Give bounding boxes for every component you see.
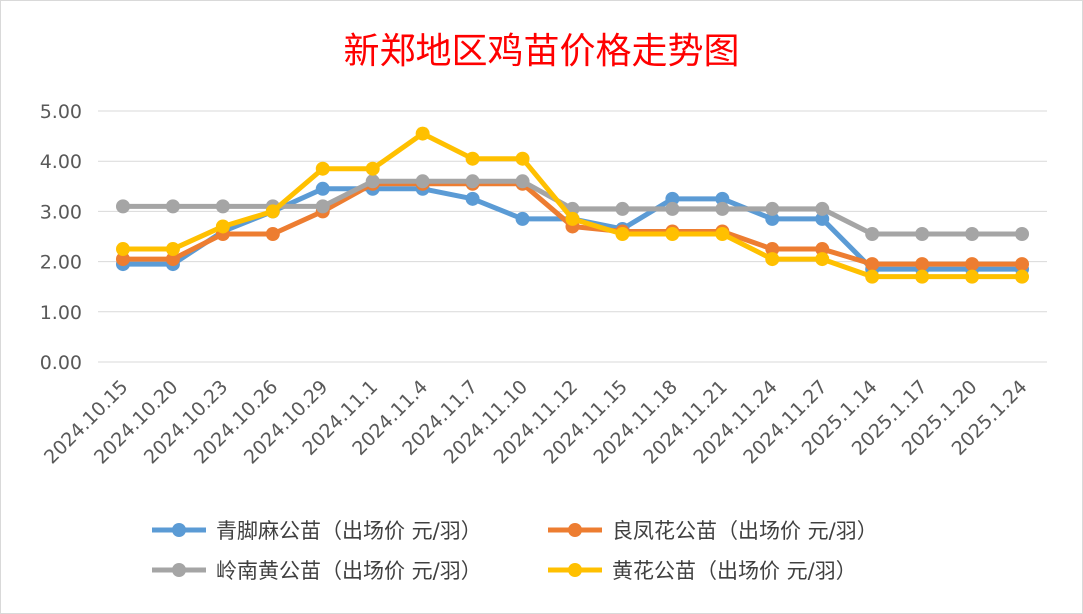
gridlines (98, 110, 1047, 363)
data-point (915, 257, 930, 272)
data-point (715, 226, 730, 241)
legend-swatch-marker (568, 563, 582, 577)
y-tick-label: 2.00 (40, 252, 82, 274)
data-point (665, 226, 680, 241)
legend-swatch-marker (568, 523, 582, 537)
data-point (115, 199, 130, 214)
data-point (215, 219, 230, 234)
data-point (815, 201, 830, 216)
data-point (865, 257, 880, 272)
data-point (515, 211, 530, 226)
data-point (515, 151, 530, 166)
data-point (715, 201, 730, 216)
data-point (765, 211, 780, 226)
y-axis-labels: 0.00 1.00 2.00 3.00 4.00 5.00 (40, 101, 82, 374)
data-point (765, 201, 780, 216)
y-tick-label: 1.00 (40, 302, 82, 324)
data-point (565, 211, 580, 226)
data-point (615, 201, 630, 216)
y-tick-label: 0.00 (40, 352, 82, 374)
data-point (465, 191, 480, 206)
data-point (765, 242, 780, 257)
data-point (815, 252, 830, 267)
data-point (915, 226, 930, 241)
x-axis-labels: 2024.10.152024.10.202024.10.232024.10.26… (40, 376, 1032, 468)
data-point (115, 252, 130, 267)
data-point (165, 242, 180, 257)
data-point (965, 226, 980, 241)
data-point (715, 191, 730, 206)
data-point (965, 257, 980, 272)
legend-swatch-marker (172, 563, 186, 577)
data-point (665, 191, 680, 206)
legend-label: 青脚麻公苗（出场价 元/羽） (216, 519, 482, 543)
data-point (965, 269, 980, 284)
data-point (415, 174, 430, 189)
data-point (265, 226, 280, 241)
data-point (1015, 257, 1030, 272)
data-point (415, 126, 430, 141)
y-tick-label: 3.00 (40, 201, 82, 223)
data-point (165, 252, 180, 267)
series-3 (115, 174, 1030, 241)
data-point (915, 269, 930, 284)
legend-swatch-marker (172, 523, 186, 537)
data-point (365, 161, 380, 176)
y-tick-label: 5.00 (40, 101, 82, 123)
data-point (265, 204, 280, 219)
y-tick-label: 4.00 (40, 151, 82, 173)
data-point (515, 174, 530, 189)
data-point (215, 199, 230, 214)
legend-entry: 岭南黄公苗（出场价 元/羽） (152, 559, 482, 583)
data-point (465, 174, 480, 189)
data-point (315, 181, 330, 196)
data-point (815, 211, 830, 226)
data-point (865, 226, 880, 241)
series-4 (115, 126, 1030, 284)
data-point (815, 242, 830, 257)
legend-label: 良凤花公苗（出场价 元/羽） (612, 519, 878, 543)
data-point (665, 201, 680, 216)
data-point (615, 226, 630, 241)
series-lines (115, 126, 1030, 284)
legend-entry: 良凤花公苗（出场价 元/羽） (548, 519, 878, 543)
data-point (315, 161, 330, 176)
data-point (1015, 226, 1030, 241)
data-point (165, 199, 180, 214)
data-point (115, 242, 130, 257)
legend-label: 岭南黄公苗（出场价 元/羽） (216, 559, 482, 583)
legend-label: 黄花公苗（出场价 元/羽） (612, 559, 857, 583)
data-point (315, 199, 330, 214)
data-point (365, 174, 380, 189)
data-point (765, 252, 780, 267)
legend: 青脚麻公苗（出场价 元/羽） 良凤花公苗（出场价 元/羽） 岭南黄公苗（出场价 元/… (152, 519, 878, 583)
chart-title: 新郑地区鸡苗价格走势图 (343, 31, 740, 72)
legend-entry: 黄花公苗（出场价 元/羽） (548, 559, 857, 583)
data-point (1015, 269, 1030, 284)
data-point (865, 269, 880, 284)
legend-entry: 青脚麻公苗（出场价 元/羽） (152, 519, 482, 543)
data-point (465, 151, 480, 166)
